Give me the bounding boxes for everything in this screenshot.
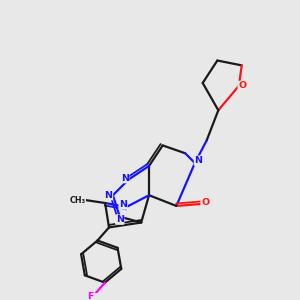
Text: N: N [194,156,202,165]
Text: O: O [201,198,209,207]
Text: CH₃: CH₃ [69,196,85,205]
Text: N: N [116,215,124,224]
Text: O: O [238,81,246,90]
Text: N: N [121,174,129,183]
Text: N: N [104,191,112,200]
Text: F: F [88,292,94,300]
Text: N: N [119,200,127,209]
